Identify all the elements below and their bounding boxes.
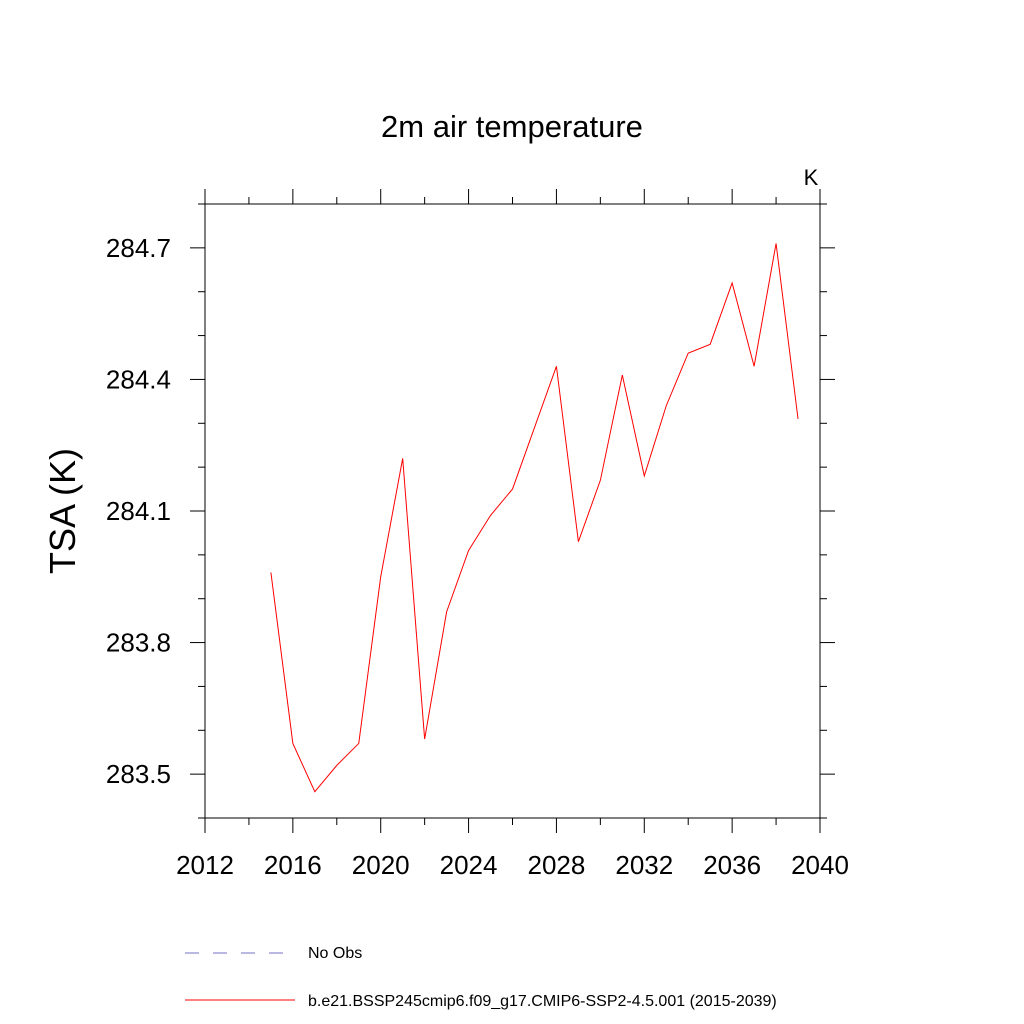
x-tick-label: 2012 [176,850,234,880]
y-tick-label: 283.5 [106,759,171,789]
legend: No Obs b.e21.BSSP245cmip6.f09_g17.CMIP6-… [185,945,777,1010]
series-line-0 [270,243,799,793]
chart-title: 2m air temperature [381,109,643,144]
y-tick-label: 284.1 [106,496,171,526]
series-lines [270,243,799,793]
x-tick-label: 2032 [615,850,673,880]
y-tick-label: 284.4 [106,364,171,394]
axis-ticks [190,189,835,833]
legend-label-no-obs: No Obs [308,945,362,962]
x-tick-label: 2028 [528,850,586,880]
x-tick-label: 2020 [352,850,410,880]
x-tick-labels: 2012 2016 2020 2024 2028 2032 2036 2040 [176,850,849,880]
y-tick-labels: 283.5 283.8 284.1 284.4 284.7 [106,233,171,789]
x-tick-label: 2016 [264,850,322,880]
x-tick-label: 2024 [440,850,498,880]
x-tick-label: 2040 [791,850,849,880]
y-axis-label: TSA (K) [42,448,83,574]
units-label: K [804,165,819,190]
legend-label-ssp245: b.e21.BSSP245cmip6.f09_g17.CMIP6-SSP2-4.… [308,993,777,1010]
y-tick-label: 283.8 [106,628,171,658]
y-tick-label: 284.7 [106,233,171,263]
x-tick-label: 2036 [703,850,761,880]
